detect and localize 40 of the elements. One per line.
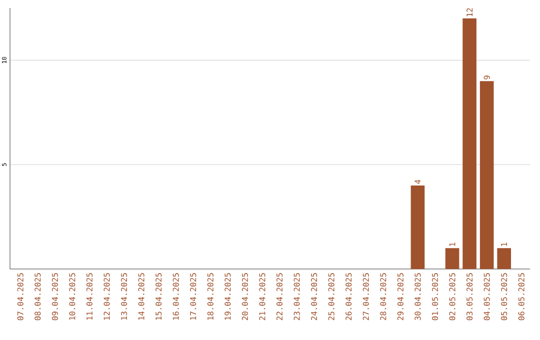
bar (497, 248, 512, 269)
x-tick-label: 28.04.2025 (380, 273, 386, 320)
x-tick-label: 03.05.2025 (466, 273, 473, 320)
data-label: 9 (484, 76, 490, 80)
x-tick-label: 04.05.2025 (484, 273, 490, 320)
x-tick-label: 29.04.2025 (397, 273, 404, 320)
x-tick-label: 09.04.2025 (52, 273, 58, 320)
x-tick-label: 27.04.2025 (362, 273, 369, 320)
x-tick-label: 17.04.2025 (190, 273, 196, 320)
x-tick-label: 08.04.2025 (34, 273, 41, 320)
x-tick-label: 14.04.2025 (138, 273, 144, 320)
x-tick-label: 21.04.2025 (259, 273, 266, 320)
x-tick-label: 18.04.2025 (207, 273, 214, 320)
x-tick-label: 02.05.2025 (449, 273, 456, 320)
x-tick-label: 30.04.2025 (414, 273, 421, 320)
x-tick-label: 10.04.2025 (69, 273, 76, 320)
x-tick-label: 22.04.2025 (276, 273, 283, 320)
bar (410, 185, 425, 269)
x-tick-label: 26.04.2025 (346, 273, 352, 320)
x-tick-label: 15.04.2025 (156, 273, 162, 320)
bar (462, 18, 476, 269)
bar (480, 81, 494, 269)
x-tick-label: 12.04.2025 (104, 273, 110, 320)
x-tick-label: 05.05.2025 (501, 273, 508, 320)
x-tick-label: 25.04.2025 (328, 273, 334, 320)
x-tick-label: 06.05.2025 (518, 273, 524, 320)
bar (445, 248, 460, 269)
data-label: 4 (414, 180, 421, 184)
x-tick-label: 23.04.2025 (294, 273, 300, 320)
x-tick-label: 19.04.2025 (224, 273, 231, 320)
x-tick-label: 11.04.2025 (86, 273, 92, 320)
x-tick-label: 24.04.2025 (311, 273, 318, 320)
x-tick-label: 20.04.2025 (242, 273, 248, 320)
x-tick-label: 07.04.2025 (17, 273, 24, 320)
x-tick-label: 16.04.2025 (172, 273, 179, 320)
x-tick-label: 13.04.2025 (120, 273, 128, 320)
data-label: 1 (449, 242, 456, 246)
data-label: 1 (501, 242, 508, 246)
x-tick-label: 01.05.2025 (432, 273, 438, 320)
data-label: 12 (466, 8, 473, 16)
